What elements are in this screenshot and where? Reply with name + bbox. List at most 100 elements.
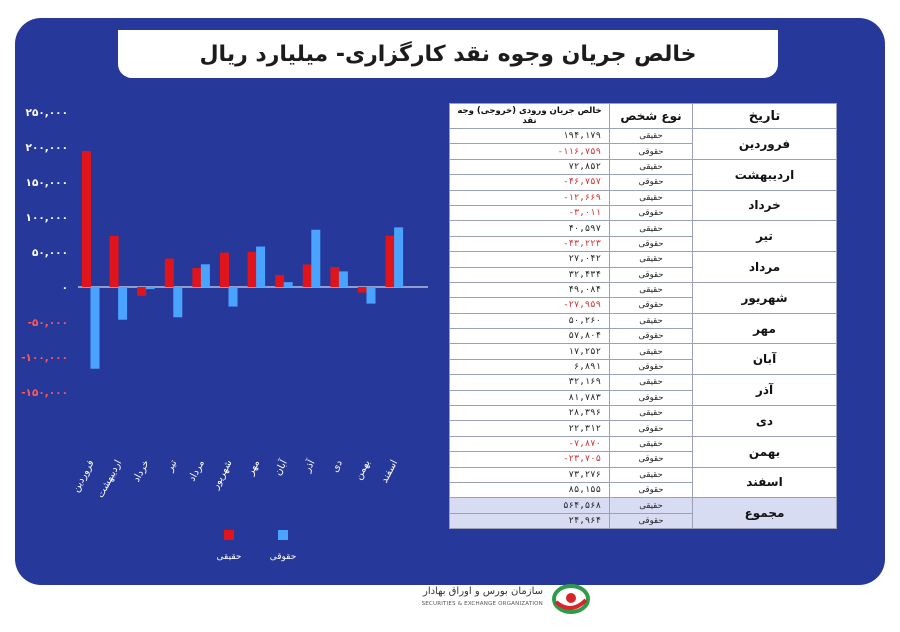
value-cell-legal: ۸۵,۱۵۵ (449, 481, 610, 499)
value-cell-real: ۵۰,۲۶۰ (449, 312, 610, 330)
type-cell-legal: حقوقی (609, 143, 693, 160)
value-cell-real: ۲۸,۳۹۶ (449, 405, 610, 422)
type-cell-real: حقیقی (609, 127, 693, 145)
bar-hoghoghi (90, 287, 100, 369)
table-row: مهر حقیقی ۵۰,۲۶۰ (449, 312, 837, 345)
seo-emblem-icon (552, 584, 590, 614)
type-cell-legal: حقوقی (609, 297, 693, 314)
month-cell: فروردین (692, 128, 837, 160)
table-row: آبان حقیقی ۱۷,۲۵۲ (449, 343, 837, 376)
table-body: فروردین حقیقی ۱۹۴,۱۷۹ حقوقی -۱۱۶,۷۵۹ اردیبهشت… (449, 127, 837, 530)
table-row: حقوقی ۶,۸۹۱ (449, 358, 837, 376)
x-tick-label: بهمن (353, 458, 372, 482)
table-row: شهریور حقیقی ۴۹,۰۸۴ (449, 281, 837, 314)
type-cell-legal: حقوقی (609, 358, 693, 376)
table-row: دی حقیقی ۲۸,۳۹۶ (449, 405, 837, 437)
type-cell-legal: حقوقی (609, 389, 693, 407)
legend-swatch-haghighi (224, 530, 234, 540)
chart-legend: حقیقی حقوقی (205, 530, 305, 566)
type-cell-real: حقیقی (609, 312, 693, 330)
type-cell-legal: حقوقی (609, 266, 693, 283)
table-row: حقوقی ۵۷,۸۰۴ (449, 328, 837, 345)
type-cell-real: حقیقی (609, 251, 693, 268)
bar-hoghoghi (366, 287, 376, 304)
value-cell-legal: -۱۱۶,۷۵۹ (449, 143, 610, 160)
bar-haghighi (275, 274, 285, 287)
bar-haghighi (82, 151, 91, 287)
bar-haghighi (302, 264, 312, 287)
table-row: خرداد حقیقی -۱۲,۶۶۹ (449, 189, 837, 222)
x-tick-label: شهریور (210, 458, 235, 492)
y-tick-label: -۵۰,۰۰۰ (28, 317, 68, 329)
y-tick-label: ۰ (62, 282, 68, 294)
value-cell-real: ۱۷,۲۵۲ (449, 343, 610, 360)
bar-hoghoghi (173, 287, 183, 318)
month-cell: خرداد (692, 189, 837, 222)
type-cell-real: حقیقی (609, 466, 693, 483)
value-cell-legal: ۵۷,۸۰۴ (449, 328, 610, 345)
table-row: آذر حقیقی ۳۲,۱۶۹ (449, 374, 837, 407)
y-tick-label: ۲۰۰,۰۰۰ (26, 142, 68, 154)
month-cell: آبان (692, 343, 837, 376)
value-cell-real: ۱۹۴,۱۷۹ (449, 127, 610, 145)
value-cell-legal: ۸۱,۷۸۳ (449, 389, 610, 407)
bar-hoghoghi (145, 287, 155, 290)
legend-item-haghighi: حقیقی (209, 530, 249, 563)
x-tick-label: آبان (271, 456, 291, 477)
type-cell-legal: حقوقی (609, 328, 693, 345)
chart-title: خالص جریان وجوه نقد کارگزاری- میلیارد ری… (199, 41, 697, 67)
x-tick-label: مرداد (187, 458, 207, 483)
type-cell-legal: حقوقی (609, 451, 693, 468)
table-row: مرداد حقیقی ۲۷,۰۴۲ (449, 251, 837, 283)
value-cell-legal: -۲۷,۹۵۹ (449, 297, 610, 314)
bar-haghighi (192, 268, 202, 287)
bar-haghighi (330, 267, 340, 287)
bar-hoghoghi (228, 287, 238, 307)
type-cell-legal: حقوقی (609, 204, 693, 222)
logo-name-en: SECURITIES & EXCHANGE ORGANIZATION (421, 601, 543, 607)
type-cell-real: حقیقی (609, 220, 693, 237)
bar-haghighi (220, 252, 229, 287)
table-row: مجموع حقیقی ۵۶۴,۵۶۸ (449, 497, 837, 530)
header-value: خالص جریان ورودی (خروجی) وجه نقد (449, 103, 610, 129)
value-cell-legal: -۴۳,۲۲۳ (449, 235, 610, 253)
y-tick-label: ۱۰۰,۰۰۰ (26, 212, 68, 224)
month-cell: مرداد (692, 251, 837, 283)
logo-name-fa: سازمان بورس و اوراق بهادار (422, 586, 543, 597)
month-cell: بهمن (692, 435, 837, 468)
table-row: حقوقی -۴۶,۷۵۷ (449, 174, 837, 191)
type-cell-real: حقیقی (609, 281, 693, 299)
value-cell-legal: -۲۳,۷۰۵ (449, 451, 610, 468)
y-tick-label: ۱۵۰,۰۰۰ (26, 177, 68, 189)
bar-hoghoghi (200, 264, 210, 287)
value-cell-real: ۴۹,۰۸۴ (449, 281, 610, 299)
value-cell-real: ۲۷,۰۴۲ (449, 251, 610, 268)
table-row: حقوقی ۳۲,۴۳۴ (449, 266, 837, 283)
table-row: اردیبهشت حقیقی ۷۲,۸۵۲ (449, 158, 837, 191)
title-bar: خالص جریان وجوه نقد کارگزاری- میلیارد ری… (118, 30, 778, 78)
table-row: حقوقی ۲۴,۹۶۴ (449, 512, 837, 530)
type-cell-legal: حقوقی (609, 235, 693, 253)
value-cell-legal: ۲۲,۳۱۲ (449, 420, 610, 437)
value-cell-real: -۱۲,۶۶۹ (449, 189, 610, 206)
bar-hoghoghi (118, 287, 128, 320)
month-cell: دی (692, 405, 837, 437)
y-tick-label: -۱۰۰,۰۰۰ (21, 352, 68, 364)
x-tick-label: خرداد (131, 458, 152, 484)
bar-haghighi (164, 258, 174, 287)
x-tick-label: دی (330, 458, 345, 474)
legend-item-hoghoghi: حقوقی (263, 530, 303, 563)
bar-haghighi (385, 235, 395, 287)
x-tick-label: اردیبهشت (95, 458, 124, 500)
data-table: تاریخ نوع شخص خالص جریان ورودی (خروجی) و… (449, 103, 837, 530)
month-cell: تیر (692, 220, 837, 253)
bar-haghighi (109, 236, 119, 287)
type-cell-real: حقیقی (609, 158, 693, 176)
type-cell-legal: حقوقی (609, 420, 693, 437)
month-cell: اردیبهشت (692, 158, 837, 191)
value-cell-legal: -۳,۰۱۱ (449, 204, 610, 222)
month-cell: مهر (692, 312, 837, 345)
x-tick-label: تیر (164, 458, 180, 474)
organization-logo: سازمان بورس و اوراق بهادار SECURITIES & … (395, 580, 595, 616)
